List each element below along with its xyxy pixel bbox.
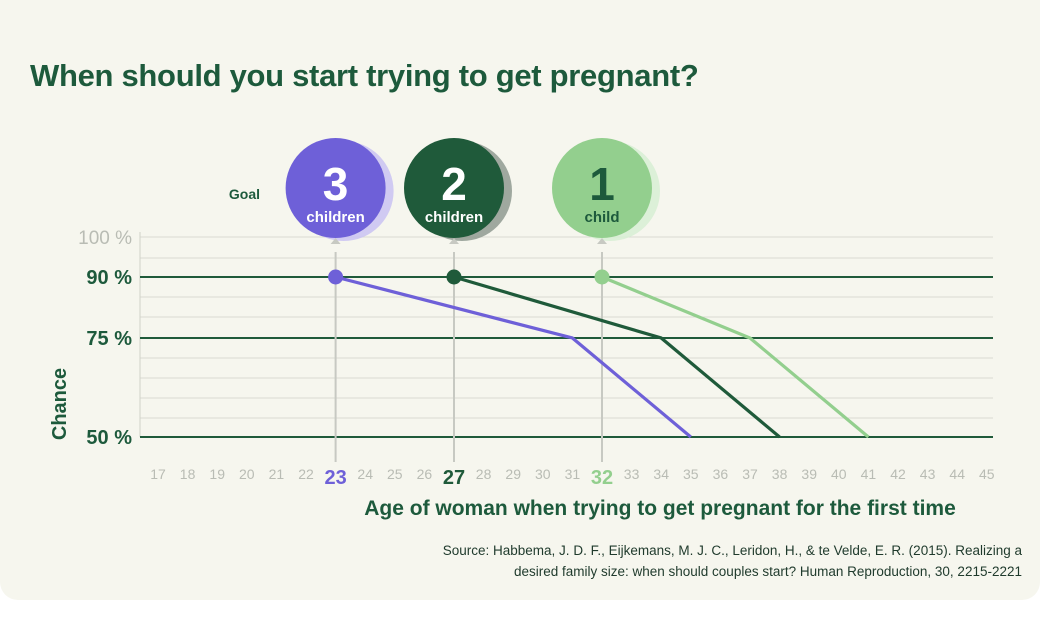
- x-tick-label: 29: [505, 466, 521, 482]
- x-tick-label: 31: [565, 466, 581, 482]
- x-tick-label: 33: [624, 466, 640, 482]
- page-title: When should you start trying to get preg…: [30, 58, 699, 93]
- x-tick-label: 27: [443, 467, 465, 489]
- balloon-number: 2: [441, 158, 467, 210]
- y-tick-label: 100 %: [78, 228, 132, 249]
- x-tick-label: 37: [742, 466, 758, 482]
- x-tick-label: 18: [180, 466, 196, 482]
- source-line-2: desired family size: when should couples…: [513, 564, 1022, 579]
- balloon-knot: [330, 238, 341, 244]
- balloon-circle: [285, 138, 386, 238]
- x-tick-label: 41: [861, 466, 877, 482]
- series-line-1-child: [601, 275, 870, 439]
- x-tick-label: 36: [713, 466, 729, 482]
- source-line-1: Source: Habbema, J. D. F., Eijkemans, M.…: [442, 543, 1022, 558]
- x-tick-label: 17: [150, 466, 166, 482]
- x-tick-label: 45: [979, 466, 995, 482]
- balloon-unit: children: [306, 209, 364, 226]
- series-line-3-children: [335, 275, 692, 439]
- balloon-number: 3: [323, 158, 349, 210]
- balloon-number: 1: [589, 158, 615, 210]
- x-tick-label: 20: [239, 466, 255, 482]
- series-start-dot: [594, 269, 610, 285]
- series-start-dot: [446, 269, 462, 285]
- y-tick-label: 50 %: [86, 427, 132, 449]
- series-start-dot: [328, 269, 344, 285]
- balloon-unit: child: [584, 209, 619, 226]
- balloon-circle: [552, 138, 652, 238]
- x-tick-label: 39: [801, 466, 817, 482]
- x-tick-label: 21: [269, 466, 285, 482]
- x-tick-label: 40: [831, 466, 847, 482]
- balloon-circle: [404, 138, 504, 238]
- x-tick-label: 34: [653, 466, 669, 482]
- x-axis-title: Age of woman when trying to get pregnant…: [364, 497, 956, 520]
- x-tick-label: 26: [417, 466, 433, 482]
- x-tick-label: 38: [772, 466, 788, 482]
- series-line-2-children: [453, 275, 781, 439]
- x-tick-label: 42: [890, 466, 906, 482]
- source-citation: Source: Habbema, J. D. F., Eijkemans, M.…: [322, 540, 1022, 582]
- y-tick-label: 75 %: [86, 328, 132, 350]
- x-tick-label: 22: [298, 466, 314, 482]
- x-tick-label: 30: [535, 466, 551, 482]
- balloon-knot: [597, 238, 607, 244]
- x-tick-label: 43: [920, 466, 936, 482]
- x-tick-label: 23: [324, 467, 346, 489]
- x-tick-label: 44: [949, 466, 965, 482]
- y-axis-title: Chance: [49, 368, 71, 440]
- x-tick-label: 19: [209, 466, 225, 482]
- grid-lines: [140, 236, 993, 419]
- balloon-knot: [449, 238, 459, 244]
- x-tick-label: 28: [476, 466, 492, 482]
- infographic-card: When should you start trying to get preg…: [0, 0, 1040, 600]
- x-tick-label: 24: [357, 466, 373, 482]
- x-tick-label: 32: [591, 467, 613, 489]
- x-tick-label: 25: [387, 466, 403, 482]
- x-tick-label: 35: [683, 466, 699, 482]
- goal-label: Goal: [229, 186, 260, 202]
- balloon-unit: children: [425, 209, 483, 226]
- y-tick-label: 90 %: [86, 267, 132, 289]
